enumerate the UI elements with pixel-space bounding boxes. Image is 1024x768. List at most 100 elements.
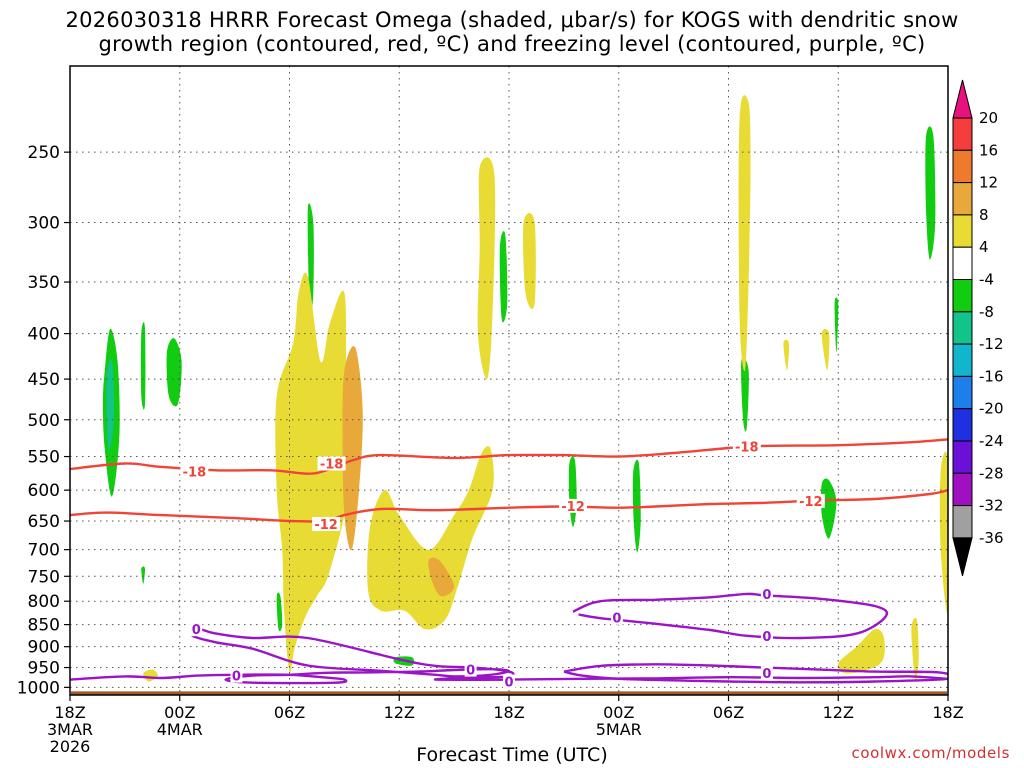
pressure-tick-label: 800	[28, 592, 60, 612]
omega-region	[837, 628, 885, 674]
pressure-tick-label: 500	[28, 411, 60, 431]
time-tick-label: 4MAR	[157, 720, 203, 739]
colorbar-tick-label: 4	[979, 238, 989, 256]
omega-region	[143, 669, 158, 682]
omega-region	[276, 592, 283, 632]
omega-region	[783, 339, 790, 371]
pressure-tick-label: 400	[28, 325, 60, 345]
time-tick-label: 12Z	[823, 703, 854, 722]
time-tick-label: 00Z	[603, 703, 634, 722]
omega-region	[738, 95, 751, 372]
colorbar-bin	[952, 375, 973, 410]
omega-region	[911, 617, 919, 681]
time-tick-label: 06Z	[274, 703, 305, 722]
colorbar-tick-label: 12	[979, 174, 998, 192]
contour-label-background	[760, 666, 773, 681]
omega-region	[141, 566, 146, 584]
colorbar-bin	[952, 246, 973, 280]
pressure-tick-label: 600	[28, 481, 60, 501]
terrain-surface	[71, 691, 947, 695]
contour-label: -12	[561, 500, 585, 515]
omega-region	[140, 322, 146, 410]
contour-label-background	[503, 674, 515, 689]
time-tick-label: 2026	[50, 737, 91, 756]
omega-region	[632, 459, 641, 553]
colorbar-tick-label: -16	[979, 367, 1004, 385]
contour-label: 0	[612, 612, 621, 627]
colorbar-bottom-triangle	[952, 537, 973, 577]
pressure-tick-label: 300	[28, 214, 60, 234]
colorbar-bin	[952, 343, 973, 377]
omega-region	[499, 231, 508, 323]
contour-label-background	[317, 456, 346, 471]
colorbar: 20 16 12 8 4 -4 -8 -12 -16 -20 -24 -28 -32 -36	[952, 79, 1004, 577]
contour-label-background	[312, 517, 341, 532]
omega-region	[428, 557, 455, 597]
contour-label: 0	[232, 670, 241, 685]
contour-label: -12	[799, 495, 823, 510]
pressure-tick-label: 650	[28, 512, 60, 532]
contour-label-background	[559, 498, 588, 513]
contour-label: 0	[192, 623, 201, 638]
omega-region	[820, 478, 837, 539]
colorbar-tick-label: 8	[979, 206, 989, 224]
omega-region	[925, 126, 936, 260]
omega-region	[106, 359, 115, 451]
colorbar-tick-label: -36	[979, 529, 1004, 547]
site-credit: coolwx.com/models	[851, 744, 1010, 762]
colorbar-tick-label: 20	[979, 109, 998, 127]
contour-label: -12	[314, 518, 338, 533]
colorbar-bin	[952, 182, 973, 216]
pressure-tick-label: 1000	[17, 678, 60, 698]
contour-label: -18	[320, 458, 344, 473]
chart-title-line-1: 2026030318 HRRR Forecast Omega (shaded, …	[65, 8, 959, 32]
contour-label-background	[190, 622, 203, 637]
freezing-level-line	[70, 627, 948, 685]
freezing-level-line	[572, 592, 889, 640]
contour-labels: -18 -18 -18 -12 -12 -12 0 0 0 0 0 0 0 0	[180, 439, 825, 691]
pressure-tick-label: 250	[28, 143, 60, 163]
colorbar-tick-label: -20	[979, 400, 1004, 418]
colorbar-bin	[952, 472, 973, 507]
contour-label-background	[760, 628, 773, 643]
omega-region	[367, 446, 494, 630]
terrain-band	[71, 691, 947, 695]
colorbar-bin	[952, 214, 973, 248]
omega-region	[166, 338, 182, 407]
omega-region	[821, 329, 830, 371]
contour-label: 0	[762, 630, 771, 645]
colorbar-bin	[952, 440, 973, 474]
time-tick-label: 06Z	[713, 703, 744, 722]
contour-label-background	[732, 439, 761, 454]
colorbar-bin	[952, 311, 973, 345]
colorbar-bin	[952, 505, 973, 539]
colorbar-bin	[952, 408, 973, 442]
contour-label: 0	[504, 676, 513, 691]
colorbar-tick-label: -28	[979, 464, 1004, 482]
contour-label-background	[796, 493, 825, 508]
colorbar-bin	[952, 117, 973, 151]
contour-label-background	[760, 586, 773, 601]
freezing-level-line	[563, 663, 948, 684]
colorbar-tick-label: -32	[979, 497, 1004, 515]
omega-region	[342, 346, 363, 551]
colorbar-top-triangle	[952, 79, 973, 119]
contour-label: -18	[183, 466, 207, 481]
omega-region	[741, 357, 749, 432]
pressure-tick-label: 350	[28, 273, 60, 293]
colorbar-tick-label: -8	[979, 303, 994, 321]
contour-label: 0	[466, 664, 475, 679]
colorbar-bin	[952, 149, 973, 184]
omega-region	[522, 213, 536, 309]
contour-label-background	[610, 610, 623, 625]
pressure-tick-label: 700	[28, 541, 60, 561]
pressure-tick-label: 950	[28, 659, 60, 679]
omega-region	[477, 157, 496, 380]
dgz-contour-line	[70, 438, 948, 475]
time-tick-label: 12Z	[384, 703, 415, 722]
time-tick-label: 18Z	[54, 703, 85, 722]
contour-label-background	[464, 662, 477, 677]
pressure-tick-label: 900	[28, 638, 60, 658]
